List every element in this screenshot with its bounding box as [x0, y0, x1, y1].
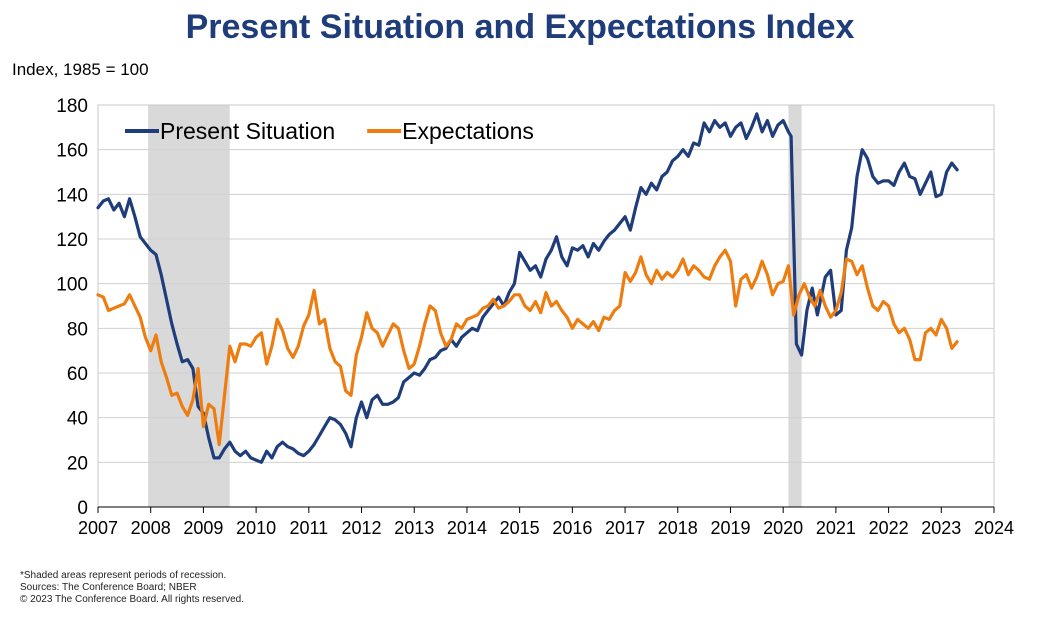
chart-title: Present Situation and Expectations Index — [185, 8, 855, 46]
y-tick-label: 60 — [67, 364, 88, 385]
y-tick-label: 40 — [67, 409, 88, 430]
x-tick-label: 2019 — [710, 518, 750, 538]
y-tick-label: 80 — [67, 319, 88, 340]
footnote-copyright: © 2023 The Conference Board. All rights … — [20, 594, 244, 605]
y-tick-label: 120 — [56, 230, 88, 251]
x-tick-label: 2008 — [131, 518, 171, 538]
x-tick-label: 2011 — [289, 518, 328, 538]
x-tick-label: 2013 — [394, 518, 434, 538]
y-tick-label: 140 — [56, 185, 88, 206]
x-tick-label: 2007 — [78, 518, 118, 538]
x-tick-label: 2009 — [183, 518, 223, 538]
x-tick-label: 2023 — [921, 518, 961, 538]
recession-band-0 — [148, 105, 230, 507]
series-line-expectations — [96, 248, 959, 447]
legend-label-expectations: Expectations — [402, 118, 534, 144]
y-tick-label: 20 — [67, 453, 88, 474]
footnote-sources: Sources: The Conference Board; NBER — [20, 582, 197, 593]
series-lines — [96, 112, 959, 464]
y-axis-units-label: Index, 1985 = 100 — [12, 60, 149, 79]
footnotes: *Shaded areas represent periods of reces… — [20, 570, 244, 606]
x-tick-label: 2020 — [763, 518, 803, 538]
x-tick-label: 2024 — [974, 518, 1014, 538]
x-tick-label: 2018 — [658, 518, 698, 538]
x-tick-label: 2021 — [816, 518, 856, 538]
footnote-recession: *Shaded areas represent periods of reces… — [20, 570, 227, 581]
recession-shading — [148, 105, 802, 507]
series-line-present-situation — [96, 112, 959, 464]
x-tick-label: 2015 — [500, 518, 540, 538]
x-tick-label: 2016 — [552, 518, 592, 538]
x-tick-label: 2012 — [342, 518, 382, 538]
axes: 0 20 40 60 80 100 120 140 160 180 2007 2008 2009 2010… — [56, 96, 1014, 538]
x-tick-label: 2014 — [447, 518, 487, 538]
y-tick-label: 180 — [56, 96, 88, 117]
legend: Present Situation Expectations — [125, 118, 534, 144]
y-tick-label: 0 — [77, 498, 88, 519]
x-tick-label: 2010 — [236, 518, 276, 538]
x-tick-label: 2022 — [869, 518, 909, 538]
legend-label-present-situation: Present Situation — [160, 118, 335, 144]
x-tick-label: 2017 — [605, 518, 645, 538]
y-tick-label: 100 — [56, 275, 88, 296]
y-tick-label: 160 — [56, 141, 88, 162]
